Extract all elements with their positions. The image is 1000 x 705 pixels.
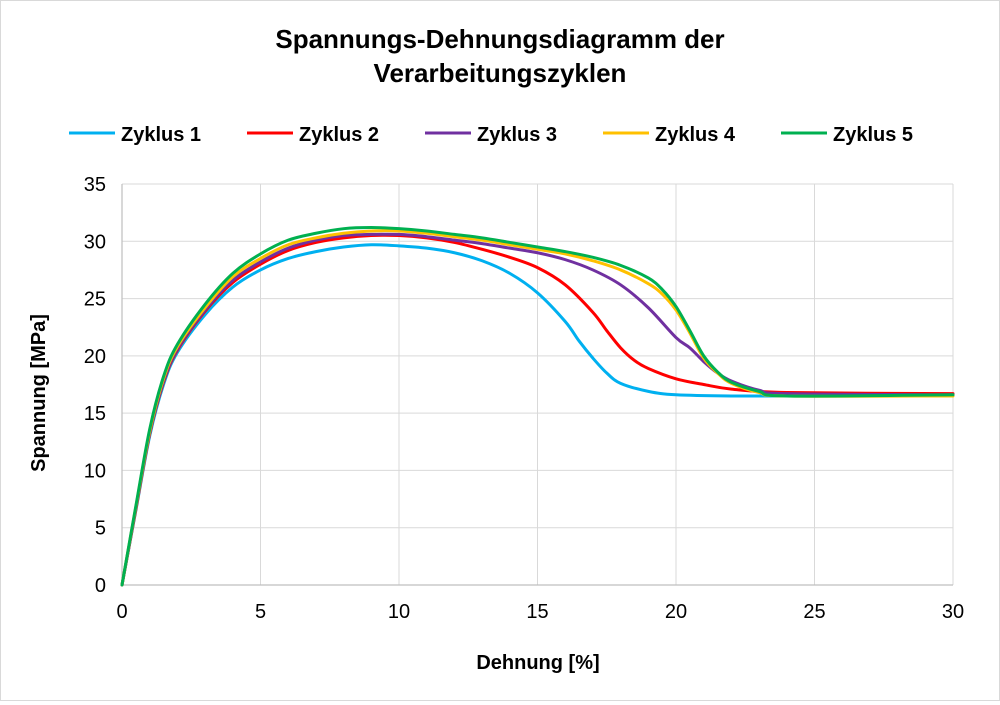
x-tick-label: 30 (942, 601, 964, 623)
y-tick-label: 0 (95, 575, 106, 597)
series-line-zyklus-5 (120, 226, 955, 587)
grid (121, 183, 954, 586)
series-group (120, 226, 955, 587)
legend-label-zyklus-3: Zyklus 3 (477, 124, 557, 146)
x-axis-label: Dehnung [%] (476, 652, 599, 674)
legend-label-zyklus-5: Zyklus 5 (833, 124, 913, 146)
y-tick-label: 10 (84, 460, 106, 482)
y-tick-label: 35 (84, 174, 106, 196)
y-axis-label: Spannung [MPa] (28, 314, 50, 472)
legend-label-zyklus-4: Zyklus 4 (655, 124, 736, 146)
x-tick-label: 5 (255, 601, 266, 623)
x-tick-label: 0 (116, 601, 127, 623)
x-tick-label: 10 (388, 601, 410, 623)
legend: Zyklus 1 Zyklus 2 Zyklus 3 Zyklus 4 Zyklus 5 (69, 124, 913, 146)
y-tick-label: 20 (84, 346, 106, 368)
chart-title-line-2: Verarbeitungszyklen (374, 58, 627, 88)
legend-label-zyklus-1: Zyklus 1 (121, 124, 201, 146)
y-tick-label: 30 (84, 231, 106, 253)
tick-labels: 0 5 10 15 20 25 30 35 0 5 10 15 20 25 30 (84, 174, 964, 623)
x-tick-label: 20 (665, 601, 687, 623)
series-line-zyklus-1 (120, 243, 955, 587)
chart-title-line-1: Spannungs-Dehnungsdiagramm der (275, 24, 724, 54)
x-tick-label: 15 (526, 601, 548, 623)
y-tick-label: 15 (84, 403, 106, 425)
legend-label-zyklus-2: Zyklus 2 (299, 124, 379, 146)
y-tick-label: 5 (95, 518, 106, 540)
y-tick-label: 25 (84, 289, 106, 311)
x-tick-label: 25 (803, 601, 825, 623)
